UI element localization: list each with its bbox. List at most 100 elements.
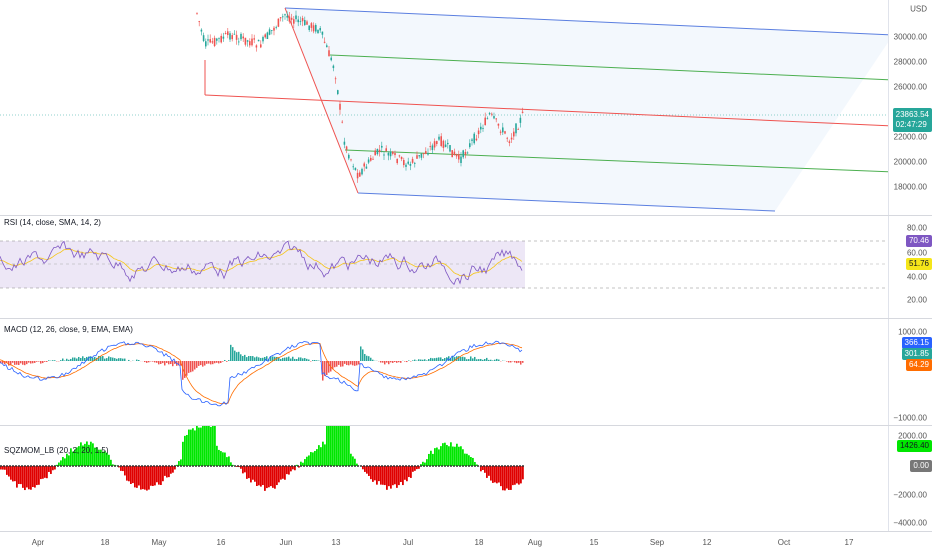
macd-bar xyxy=(196,361,198,368)
macd-bar xyxy=(426,360,428,361)
price-scale[interactable]: USD 30000.00 28000.00 26000.00 22000.00 … xyxy=(888,0,932,215)
sqzmom-bar xyxy=(462,449,464,466)
sqzmom-bar xyxy=(166,466,168,478)
candle-body xyxy=(337,90,339,95)
sqzmom-scale[interactable]: 2000.00 −2000.00 −4000.00 1426.40 0.00 xyxy=(888,426,932,531)
candle-body xyxy=(317,29,319,34)
sqzmom-bar xyxy=(80,442,82,466)
time-axis[interactable]: Apr 18 May 16 Jun 13 Jul 18 Aug 15 Sep 1… xyxy=(0,532,888,550)
candle-body xyxy=(361,168,363,175)
sqzmom-bar xyxy=(122,466,124,472)
sqzmom-bar xyxy=(74,449,76,466)
macd-bar xyxy=(106,358,108,361)
macd-chart[interactable] xyxy=(0,319,888,425)
candle-body xyxy=(295,15,297,20)
sqzmom-bar xyxy=(252,466,254,480)
macd-bar xyxy=(398,361,400,363)
sqzmom-bar xyxy=(308,455,310,466)
sqzmom-bar xyxy=(180,459,182,466)
sqzmom-bar xyxy=(90,441,92,466)
macd-bar xyxy=(200,361,202,366)
sqzmom-bar xyxy=(40,466,42,480)
rsi-scale[interactable]: 80.00 60.00 40.00 20.00 70.46 51.76 xyxy=(888,216,932,318)
time-tick: 12 xyxy=(702,538,712,547)
rsi-chart[interactable] xyxy=(0,216,888,318)
macd-bar xyxy=(76,358,78,361)
sqzmom-bar xyxy=(220,451,222,466)
sqzmom-bar xyxy=(104,451,106,466)
macd-bar xyxy=(348,361,350,366)
sqzmom-bar xyxy=(142,466,144,490)
candle-body xyxy=(515,123,517,134)
sqzmom-bar xyxy=(310,452,312,466)
sqzmom-bar xyxy=(448,446,450,466)
macd-bar xyxy=(0,361,2,364)
macd-bar xyxy=(82,356,84,361)
sqzmom-title[interactable]: SQZMOM_LB (20, 2, 20, 1.5) xyxy=(4,446,109,455)
candle-body xyxy=(398,155,401,157)
macd-bar xyxy=(250,356,252,361)
sqzmom-bar xyxy=(368,466,370,476)
candle-body xyxy=(510,137,513,140)
rsi-pane[interactable]: RSI (14, close, SMA, 14, 2) 80.00 60.00 … xyxy=(0,216,932,319)
macd-bar xyxy=(214,361,216,364)
macd-bar xyxy=(18,361,20,366)
sqzmom-bar xyxy=(454,446,456,466)
sqzmom-histogram xyxy=(0,426,524,491)
macd-bar xyxy=(428,359,430,361)
sqzmom-bar xyxy=(322,441,324,466)
candle-body xyxy=(218,37,220,39)
sqzmom-bar xyxy=(474,462,476,466)
macd-bar xyxy=(174,361,176,364)
price-chart[interactable] xyxy=(0,0,888,215)
candle-body xyxy=(308,25,310,30)
macd-bar xyxy=(372,359,374,361)
macd-bar xyxy=(186,361,188,376)
sqzmom-bar xyxy=(72,451,74,466)
macd-bar xyxy=(46,361,48,362)
macd-bar xyxy=(432,358,434,361)
candle-body xyxy=(436,141,438,144)
macd-bar xyxy=(276,356,278,361)
channel-upper-mid-line xyxy=(329,54,888,81)
sqzmom-pane[interactable]: SQZMOM_LB (20, 2, 20, 1.5) 2000.00 −2000… xyxy=(0,426,932,532)
sqzmom-bar xyxy=(20,466,22,485)
sqzmom-chart[interactable] xyxy=(0,426,888,531)
sqzmom-bar xyxy=(256,466,258,487)
sqzmom-value-badge: 1426.40 xyxy=(897,440,932,452)
macd-bar xyxy=(204,361,206,366)
candle-body xyxy=(224,33,227,34)
candle-body xyxy=(482,127,484,129)
macd-bar xyxy=(452,356,454,361)
macd-line xyxy=(0,340,523,407)
price-pane[interactable]: USD 30000.00 28000.00 26000.00 22000.00 … xyxy=(0,0,932,216)
sqzmom-bar xyxy=(498,466,500,483)
macd-title[interactable]: MACD (12, 26, close, 9, EMA, EMA) xyxy=(4,325,133,334)
sqzmom-bar xyxy=(410,466,412,478)
candle-body xyxy=(286,15,288,18)
candle-body xyxy=(345,146,348,150)
sqzmom-bar xyxy=(28,466,30,490)
macd-bar xyxy=(228,360,230,361)
candle-body xyxy=(209,39,211,43)
macd-pane[interactable]: MACD (12, 26, close, 9, EMA, EMA) 1000.0… xyxy=(0,319,932,426)
macd-bar xyxy=(104,358,106,361)
sqzmom-bar xyxy=(154,466,156,486)
candle-body xyxy=(220,35,222,43)
sqzmom-bar xyxy=(230,462,232,466)
macd-bar xyxy=(434,358,436,361)
macd-bar xyxy=(234,350,236,361)
sqzmom-bar xyxy=(328,426,330,466)
sqzmom-bar xyxy=(292,466,294,470)
macd-scale[interactable]: 1000.00 −1000.00 366.15 301.85 64.29 xyxy=(888,319,932,425)
rsi-tick: 80.00 xyxy=(906,223,927,233)
sqzmom-bar xyxy=(284,466,286,480)
rsi-title[interactable]: RSI (14, close, SMA, 14, 2) xyxy=(4,218,101,227)
candle-body xyxy=(484,117,486,126)
sqzmom-bar xyxy=(438,449,440,466)
candle-body xyxy=(517,129,519,130)
candle-body xyxy=(207,39,209,41)
sqzmom-bar xyxy=(394,466,396,485)
macd-bar xyxy=(12,361,14,363)
macd-bar xyxy=(342,361,344,367)
